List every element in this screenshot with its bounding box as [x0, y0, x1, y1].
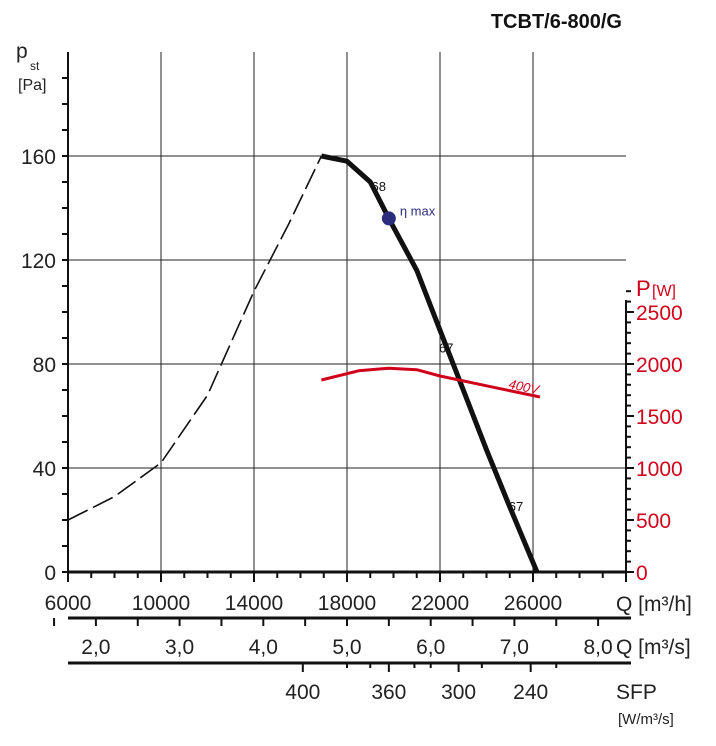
- efficiency-label: 67: [509, 499, 523, 514]
- eta-max-label: η max: [400, 203, 436, 218]
- pressure-curve-dashed: [67, 155, 323, 521]
- x-axis-label: Q [m³/h]: [616, 593, 692, 616]
- y2-axis-unit: [W]: [652, 283, 676, 300]
- q-s-tick-label: 8,0: [583, 636, 612, 659]
- y2-tick-label: 2500: [636, 302, 683, 325]
- y-axis-label: p: [16, 40, 28, 63]
- y2-tick-label: 1000: [636, 458, 683, 481]
- x-tick-label: 10000: [132, 592, 190, 615]
- q-s-tick-label: 4,0: [249, 636, 278, 659]
- y2-tick-label: 1500: [636, 406, 683, 429]
- sfp-axis-unit: [W/m³/s]: [618, 711, 674, 728]
- q-s-tick-label: 2,0: [81, 636, 110, 659]
- q-s-tick-label: 5,0: [332, 636, 361, 659]
- y2-tick-label: 2000: [636, 354, 683, 377]
- y-tick-label: 0: [44, 562, 56, 585]
- q-s-tick-label: 3,0: [165, 636, 194, 659]
- q-s-tick-label: 6,0: [416, 636, 445, 659]
- efficiency-label: 67: [439, 340, 453, 355]
- chart-title: TCBT/6-800/G: [491, 11, 622, 33]
- q-s-tick-label: 7,0: [500, 636, 529, 659]
- sfp-tick-label: 300: [441, 681, 476, 704]
- sfp-tick-label: 360: [371, 681, 406, 704]
- y2-tick-label: 500: [636, 510, 671, 533]
- x-tick-label: 14000: [225, 592, 283, 615]
- sfp-tick-label: 400: [285, 681, 320, 704]
- y2-tick-label: 0: [636, 562, 648, 585]
- y-tick-label: 40: [33, 458, 56, 481]
- series-label-400v: 400V: [507, 376, 541, 397]
- y2-axis-label: P: [636, 276, 651, 301]
- pressure-curve: [320, 153, 540, 573]
- sfp-axis-label: SFP: [616, 681, 657, 704]
- y-tick-label: 80: [33, 354, 56, 377]
- x-tick-label: 26000: [504, 592, 562, 615]
- y-axis-unit: [Pa]: [18, 77, 46, 94]
- y-tick-label: 120: [21, 250, 56, 273]
- eta-max-point: [381, 211, 396, 226]
- x-tick-label: 18000: [318, 592, 376, 615]
- sfp-tick-label: 240: [513, 681, 548, 704]
- y-tick-label: 160: [21, 146, 56, 169]
- q-s-axis-label: Q [m³/s]: [616, 636, 691, 659]
- y-axis-label-sub: st: [30, 59, 40, 73]
- x-tick-label: 22000: [411, 592, 469, 615]
- efficiency-label: 68: [372, 179, 386, 194]
- power-curve-400v: [321, 366, 541, 399]
- x-tick-label: 6000: [45, 592, 92, 615]
